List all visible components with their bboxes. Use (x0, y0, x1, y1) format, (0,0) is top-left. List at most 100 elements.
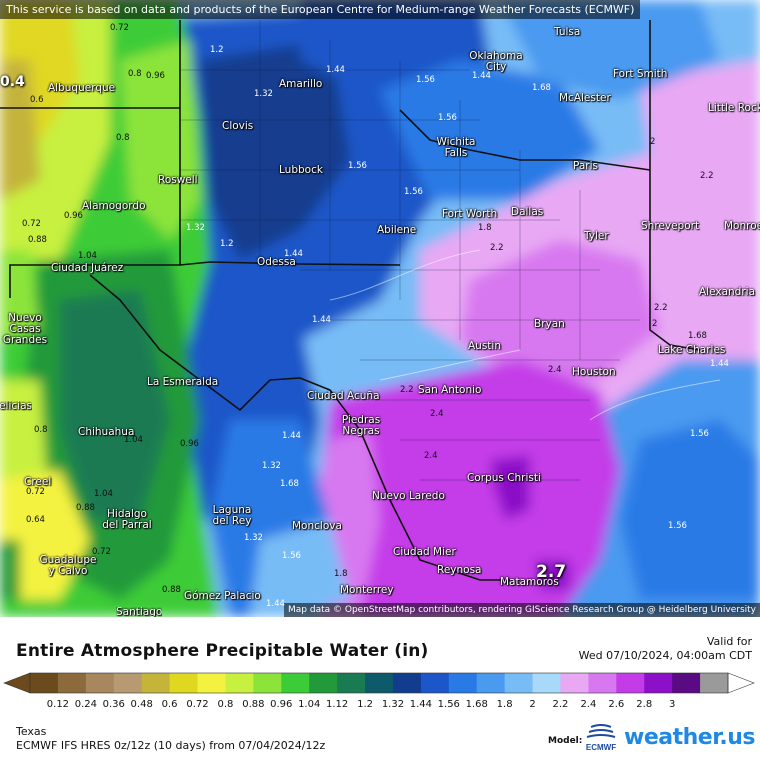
ecmwf-logo-icon: ECMWF (586, 724, 616, 752)
scale-swatch (253, 673, 282, 693)
city-label: Alamogordo (82, 200, 146, 212)
city-label: Laguna del Rey (212, 504, 252, 527)
contour-value: 0.8 (116, 133, 130, 143)
color-scale: 0.12 0.24 0.36 0.48 0.6 0.72 0.8 0.88 0.96 1.04 1.… (3, 672, 755, 710)
city-label: Monclova (292, 520, 342, 532)
city-label: Matamoros (500, 576, 559, 588)
city-label: McAlester (559, 92, 611, 104)
city-label: Houston (572, 366, 616, 378)
city-label: Little Rock (708, 102, 760, 114)
city-label: Fort Worth (442, 208, 498, 220)
model-label: Model: (548, 736, 583, 746)
scale-swatch (672, 673, 701, 693)
city-label: Delicias (0, 401, 32, 412)
scale-swatch (365, 673, 394, 693)
contour-value: 0.8 (34, 425, 48, 435)
scale-tick-label: 1.8 (497, 699, 513, 710)
contour-value: 1.56 (416, 75, 435, 85)
map-title: Entire Atmosphere Precipitable Water (in… (16, 641, 429, 661)
scale-swatch (57, 673, 87, 693)
brand-logo: weather.us (624, 725, 756, 750)
contour-value: 1.44 (312, 315, 331, 325)
scale-swatch (337, 673, 366, 693)
city-label: Guadalupe y Calvo (39, 554, 97, 577)
scale-swatch (532, 673, 561, 693)
city-label: Albuquerque (48, 82, 116, 94)
contour-value: 1.32 (262, 461, 281, 471)
scale-tick-label: 2.6 (608, 699, 624, 710)
scale-tick-label: 0.36 (103, 699, 125, 710)
scale-tick-label: 1.04 (298, 699, 320, 710)
city-label: San Antonio (418, 384, 482, 396)
precipitable-water-field (0, 0, 760, 617)
contour-value: 1.04 (124, 435, 143, 445)
scale-tick-label: 0.12 (47, 699, 69, 710)
city-label: Ciudad Acuña (307, 390, 380, 402)
city-label: Paris (573, 160, 598, 172)
city-label: Nuevo Casas Grandes (2, 312, 48, 346)
city-label: Austin (468, 340, 501, 352)
scale-swatch (420, 673, 450, 693)
city-label: Dallas (511, 206, 544, 218)
scale-swatch (588, 673, 617, 693)
contour-value: 1.2 (220, 239, 234, 249)
contour-value: 2.2 (400, 385, 414, 395)
scale-tick-label: 0.72 (186, 699, 208, 710)
contour-value: 1.32 (244, 533, 263, 543)
contour-value: 1.8 (478, 223, 492, 233)
scale-swatch (700, 673, 729, 693)
contour-value: 0.88 (76, 503, 95, 513)
model-run: ECMWF IFS HRES 0z/12z (10 days) from 07/… (16, 739, 326, 752)
contour-value: 2 (652, 319, 658, 329)
contour-value: 1.8 (334, 569, 348, 579)
contour-value: 2 (650, 137, 656, 147)
ecmwf-data-notice: This service is based on data and produc… (0, 0, 641, 19)
scale-tick-label: 0.8 (217, 699, 233, 710)
city-label: Reynosa (437, 564, 482, 576)
scale-swatch (169, 673, 199, 693)
city-label: Amarillo (279, 78, 323, 90)
city-label: Lake Charles (658, 344, 726, 356)
contour-value: 2.2 (654, 303, 668, 313)
contour-value: 1.56 (282, 551, 301, 561)
contour-value: 1.32 (254, 89, 273, 99)
scale-swatch (309, 673, 338, 693)
scale-tick-label: 2.8 (636, 699, 652, 710)
scale-tick-label: 0.96 (270, 699, 292, 710)
contour-value: 0.72 (92, 547, 111, 557)
contour-value: 2.4 (548, 365, 562, 375)
scale-swatch (85, 673, 115, 693)
contour-value: 0.6 (30, 95, 44, 105)
contour-value: 1.44 (284, 249, 303, 259)
city-label: Gómez Palacio (184, 590, 261, 602)
scale-swatch (616, 673, 645, 693)
city-label: Oklahoma City (469, 50, 523, 73)
contour-value: 0.96 (146, 71, 165, 81)
contour-value: 1.2 (210, 45, 224, 55)
scale-swatch (476, 673, 506, 693)
city-label: Fort Smith (613, 68, 668, 80)
ecmwf-logo-text: ECMWF (586, 743, 616, 752)
city-label: Lubbock (279, 164, 323, 176)
city-label: Odessa (257, 256, 296, 268)
contour-value: 1.04 (94, 489, 113, 499)
contour-value: 0.96 (180, 439, 199, 449)
city-label: Corpus Christi (467, 472, 541, 484)
scale-tick-label: 3 (669, 699, 675, 710)
contour-value: 1.44 (710, 359, 729, 369)
contour-value: 1.68 (688, 331, 707, 341)
scale-min-arrow (3, 672, 31, 694)
legend-panel: Entire Atmosphere Precipitable Water (in… (0, 617, 760, 760)
contour-value: 1.56 (348, 161, 367, 171)
contour-value: 0.72 (26, 487, 45, 497)
contour-value: 0.4 (0, 74, 25, 90)
city-label: Abilene (377, 224, 417, 236)
contour-value: 2.2 (490, 243, 504, 253)
city-label: La Esmeralda (147, 376, 219, 388)
map-attribution: Map data © OpenStreetMap contributors, r… (284, 603, 760, 617)
city-label: Ciudad Juárez (51, 262, 124, 274)
contour-value: 1.44 (472, 71, 491, 81)
scale-swatch (392, 673, 422, 693)
contour-value: 0.64 (26, 515, 45, 525)
city-label: Shreveport (641, 220, 700, 232)
